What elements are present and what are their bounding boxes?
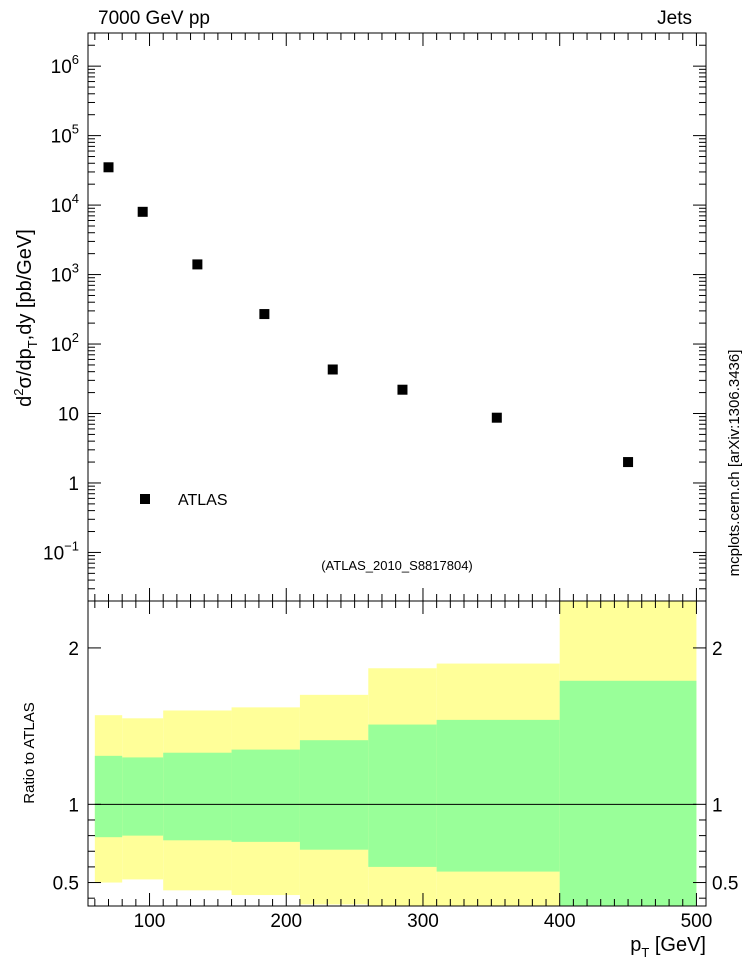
data-point [327, 364, 338, 375]
tick-exponent: 5 [72, 122, 79, 137]
top-right-title: Jets [657, 8, 692, 29]
top-left-title: 7000 GeV pp [98, 8, 210, 29]
lower-y-axis-label: Ratio to ATLAS [21, 702, 38, 803]
ratio-bands [94, 601, 697, 906]
legend: ATLAS [140, 492, 228, 509]
tick-base: 10 [51, 57, 72, 78]
ylabel-sub: T [25, 340, 40, 348]
lower-y-tick-label-right: 0.5 [712, 874, 738, 895]
upper-y-tick-label: 106 [51, 52, 79, 78]
x-tick-label: 200 [270, 911, 302, 932]
ylabel-end: ,dy [pb/GeV] [14, 229, 36, 340]
upper-y-tick-label: 1 [68, 474, 79, 495]
upper-y-tick-label: 105 [51, 122, 79, 148]
upper-y-tick-label: 10−1 [43, 538, 79, 564]
xlabel-sub: T [641, 945, 649, 960]
tick-base: 10 [58, 405, 79, 426]
xlabel-base: p [630, 934, 641, 956]
legend-marker [140, 494, 150, 504]
tick-base: 10 [51, 335, 72, 356]
legend-label: ATLAS [178, 492, 228, 509]
data-point [192, 259, 203, 270]
data-point [491, 412, 502, 423]
uncertainty-band-bin [299, 740, 369, 850]
lower-y-tick-label-left: 1 [68, 795, 79, 816]
upper-y-axis-label: d2σ/dpT,dy [pb/GeV] [11, 229, 40, 407]
x-axis-label: pT [GeV] [630, 934, 706, 960]
upper-y-tick-label: 102 [51, 330, 79, 356]
data-point [623, 457, 634, 468]
lower-ticks [88, 601, 706, 906]
x-tick-label: 500 [681, 911, 713, 932]
ylabel-d: d [14, 396, 36, 407]
tick-base: 10 [43, 543, 64, 564]
upper-y-tick-label: 104 [51, 191, 79, 217]
xlabel-end: [GeV] [649, 934, 706, 956]
lower-panel: 0.5 0.5 1 1 2 2 100 200 300 400 500 [53, 600, 739, 932]
data-points [103, 162, 634, 468]
data-point [137, 206, 148, 217]
uncertainty-band-bin [559, 680, 697, 906]
tick-exponent: 4 [72, 191, 79, 206]
tick-exponent: 6 [72, 52, 79, 67]
data-point [103, 162, 114, 173]
upper-frame [87, 32, 707, 602]
watermark: mcplots.cern.ch [arXiv:1306.3436] [726, 350, 743, 577]
x-tick-label: 400 [544, 911, 576, 932]
upper-ticks [88, 32, 706, 602]
analysis-annotation: (ATLAS_2010_S8817804) [321, 558, 473, 573]
uncertainty-band-bin [231, 749, 300, 842]
lower-y-tick-label-right: 1 [712, 795, 723, 816]
x-tick-label: 300 [407, 911, 439, 932]
ylabel-sup: 2 [11, 388, 26, 395]
uncertainty-band-bin [122, 757, 164, 836]
tick-exponent: 2 [72, 330, 79, 345]
tick-exponent: 3 [72, 261, 79, 276]
uncertainty-band-bin [94, 755, 123, 838]
uncertainty-band-bin [368, 724, 437, 867]
x-tick-label: 100 [134, 911, 166, 932]
tick-base: 10 [51, 127, 72, 148]
lower-frame [87, 600, 707, 907]
lower-y-tick-label-right: 2 [712, 639, 723, 660]
tick-base: 10 [51, 196, 72, 217]
data-point [259, 309, 270, 320]
uncertainty-band-bin [436, 719, 560, 872]
lower-y-tick-label-left: 2 [68, 639, 79, 660]
tick-base: 10 [51, 266, 72, 287]
uncertainty-band-bin [163, 752, 232, 841]
tick-exponent: −1 [64, 538, 79, 553]
ylabel-mid: σ/dp [14, 348, 36, 388]
lower-tick-labels: 0.5 0.5 1 1 2 2 100 200 300 400 500 [53, 639, 739, 932]
upper-y-tick-label: 103 [51, 261, 79, 287]
data-point [397, 384, 408, 395]
lower-y-tick-label-left: 0.5 [53, 874, 79, 895]
tick-base: 1 [68, 474, 79, 495]
upper-y-tick-label: 10 [58, 405, 79, 426]
